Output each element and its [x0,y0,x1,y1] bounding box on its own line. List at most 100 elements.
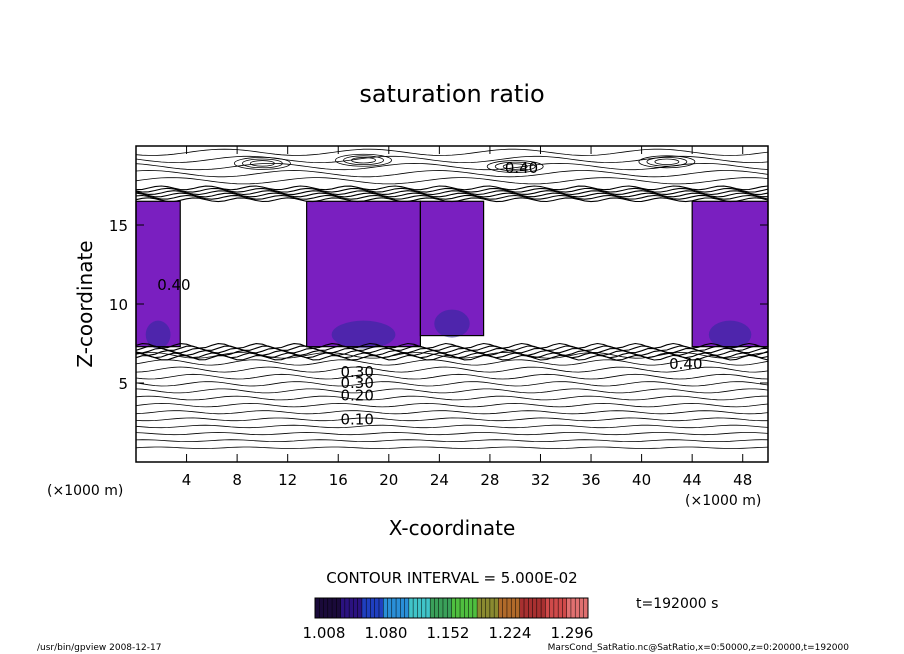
colorbar-cell [575,598,580,618]
colorbar-cell [434,598,440,618]
contour-line [135,342,769,349]
contour-line [135,432,769,436]
contour-loop [351,157,376,164]
contour-line [135,192,768,198]
contour-line [135,373,769,380]
colorbar-cell [353,598,359,618]
colorbar-tick-label: 1.008 [303,624,346,642]
y-tick-label: 15 [109,217,128,235]
colorbar-cell [541,598,546,618]
x-tick-label: 4 [182,471,192,489]
colorbar-cell [361,598,367,618]
colorbar-cell [562,598,568,618]
shaded-core [145,320,171,349]
contour-labels: 0.100.200.300.300.400.400.40 [157,159,702,428]
time-label: t=192000 s [636,596,718,612]
contour-label: 0.10 [340,410,373,428]
colorbar-cell [549,598,555,618]
x-tick-label: 12 [278,471,297,489]
contour-line [135,148,769,156]
colorbar-cell [502,598,508,618]
contour-lines [135,148,769,450]
colorbar-cell [413,598,418,618]
colorbar-ticks: 1.008 1.080 1.152 1.224 1.296 [303,624,594,642]
contour-line [135,187,769,193]
y-axis-label: Z-coordinate [73,240,97,367]
colorbar-cell [506,598,512,618]
contour-line [135,395,769,401]
colorbar-cell [545,598,551,618]
colorbar-cell [357,598,363,618]
colorbar-cell [396,598,401,618]
colorbar-cell [472,598,478,618]
contour-label: 0.30 [340,374,373,392]
contour-loop [335,153,392,167]
colorbar-cell [349,598,354,618]
contour-loop [494,161,536,172]
colorbar [314,597,589,619]
footer-right: MarsCond_SatRatio.nc@SatRatio,x=0:50000,… [548,643,850,653]
colorbar-cell [323,598,329,618]
colorbar-cell [438,598,444,618]
contour-loop [502,163,528,170]
plot-area: 0.100.200.300.300.400.400.40 [135,145,769,463]
chart-title: saturation ratio [359,80,544,108]
colorbar-cell [408,598,414,618]
saturated-regions [136,201,768,349]
x-tick-label: 8 [232,471,242,489]
contour-label: 0.30 [340,363,373,381]
colorbar-cell [430,598,435,618]
colorbar-cell [327,598,333,618]
contour-line [135,190,769,196]
y-tick-label: 5 [118,375,128,393]
x-tick-label: 16 [329,471,348,489]
colorbar-cell [383,598,389,618]
contour-line [135,359,769,366]
x-axis-label: X-coordinate [389,516,516,540]
colorbar-cell [524,598,529,618]
x-tick-label: 40 [632,471,651,489]
shaded-core [434,309,470,338]
colorbar-cell [378,598,384,618]
colorbar-cell [519,598,525,618]
contour-line [135,352,769,359]
contour-line [135,439,769,443]
y-axis-ticks: 5 10 15 [109,217,768,393]
shaded-core [331,320,396,349]
contour-loop [241,158,283,169]
colorbar-cell [489,598,495,618]
contour-line [135,177,769,185]
colorbar-cell [468,598,474,618]
colorbar-cell [400,598,406,618]
contour-loop [646,157,688,167]
contour-label: 0.40 [157,276,190,294]
contour-loop [654,158,680,165]
colorbar-cell [340,598,346,618]
colorbar-cell [566,598,572,618]
colorbar-cell [528,598,534,618]
contour-loop [343,155,384,166]
contour-line [135,402,769,408]
x-tick-label: 32 [531,471,550,489]
colorbar-cell [583,598,589,618]
colorbar-cell [374,598,380,618]
colorbar-cell [485,598,491,618]
colorbar-cell [460,598,465,618]
colorbar-tick-label: 1.296 [551,624,594,642]
colorbar-cell [319,598,325,618]
x-tick-label: 44 [683,471,702,489]
colorbar-cell [532,598,538,618]
colorbar-cell [579,598,585,618]
region-outline [419,200,485,337]
x-axis-ticks: 4 8 12 16 20 24 28 32 36 40 44 48 [182,146,752,489]
colorbar-cell [498,598,504,618]
colorbar-cell [315,598,320,618]
colorbar-cell [370,598,376,618]
contour-line [135,381,769,387]
colorbar-tick-label: 1.224 [489,624,532,642]
y-tick-label: 10 [109,296,128,314]
x-units-left: (×1000 m) [47,483,123,499]
colorbar-cell [451,598,457,618]
colorbar-cell [417,598,423,618]
